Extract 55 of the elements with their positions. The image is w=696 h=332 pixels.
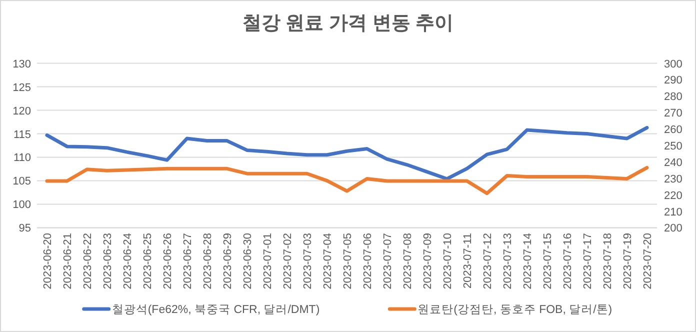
y-tick-label: 120	[12, 105, 31, 118]
y2-tick-label: 280	[664, 91, 682, 104]
x-tick-label: 2023-07-01	[262, 233, 274, 290]
x-tick-label: 2023-07-10	[442, 233, 454, 290]
y-tick-label: 130	[12, 58, 31, 70]
y2-tick-label: 300	[664, 58, 682, 70]
chart-title: 철강 원료 가격 변동 추이	[242, 13, 454, 34]
y2-tick-label: 220	[664, 190, 682, 202]
x-tick-label: 2023-07-17	[582, 233, 594, 290]
x-tick-label: 2023-07-16	[562, 233, 574, 290]
y2-tick-label: 270	[664, 108, 682, 120]
x-tick-label: 2023-06-24	[122, 233, 134, 290]
x-tick-label: 2023-07-06	[362, 233, 374, 290]
x-tick-label: 2023-07-03	[302, 233, 314, 290]
x-tick-label: 2023-07-14	[522, 233, 534, 290]
x-tick-label: 2023-07-19	[622, 233, 634, 290]
y2-tick-label: 260	[664, 124, 682, 136]
x-tick-label: 2023-06-26	[162, 233, 174, 290]
y2-tick-label: 200	[664, 222, 682, 235]
y2-tick-label: 230	[664, 173, 682, 186]
y2-tick-label: 290	[664, 74, 682, 87]
y2-tick-label: 210	[664, 206, 682, 218]
x-tick-label: 2023-06-29	[222, 233, 234, 290]
x-tick-label: 2023-06-30	[242, 233, 254, 290]
y-tick-label: 125	[12, 82, 31, 94]
x-tick-label: 2023-07-15	[542, 233, 554, 290]
legend-label: 원료탄(강점탄, 동호주 FOB, 달러/톤)	[418, 304, 612, 316]
x-tick-label: 2023-06-21	[62, 233, 74, 290]
y-tick-label: 110	[13, 152, 31, 164]
x-tick-label: 2023-07-13	[502, 233, 514, 290]
y-tick-label: 105	[12, 176, 31, 188]
y-tick-label: 95	[18, 222, 31, 235]
x-tick-label: 2023-07-08	[402, 233, 414, 290]
line-series	[45, 166, 649, 196]
y-tick-label: 115	[13, 128, 31, 141]
x-tick-label: 2023-07-04	[322, 233, 334, 290]
legend-label: 철광석(Fe62%, 북중국 CFR, 달러/DMT)	[112, 304, 320, 316]
y-tick-label: 100	[12, 199, 31, 212]
x-tick-label: 2023-06-27	[182, 233, 194, 290]
x-tick-label: 2023-07-18	[602, 233, 614, 290]
x-tick-label: 2023-07-07	[382, 233, 394, 290]
y2-tick-label: 240	[664, 156, 682, 169]
x-tick-label: 2023-06-25	[142, 233, 154, 290]
x-tick-label: 2023-06-28	[202, 233, 214, 290]
y2-tick-label: 250	[664, 140, 682, 152]
x-tick-label: 2023-06-23	[102, 233, 114, 290]
x-tick-label: 2023-06-22	[82, 233, 94, 290]
x-tick-label: 2023-07-11	[462, 233, 474, 288]
x-tick-label: 2023-06-20	[42, 233, 54, 290]
x-tick-label: 2023-07-09	[422, 233, 434, 290]
x-tick-label: 2023-07-02	[282, 233, 294, 290]
line-series	[45, 126, 649, 181]
x-tick-label: 2023-07-05	[342, 233, 354, 290]
x-tick-label: 2023-07-12	[482, 233, 494, 290]
x-tick-label: 2023-07-20	[642, 233, 654, 290]
